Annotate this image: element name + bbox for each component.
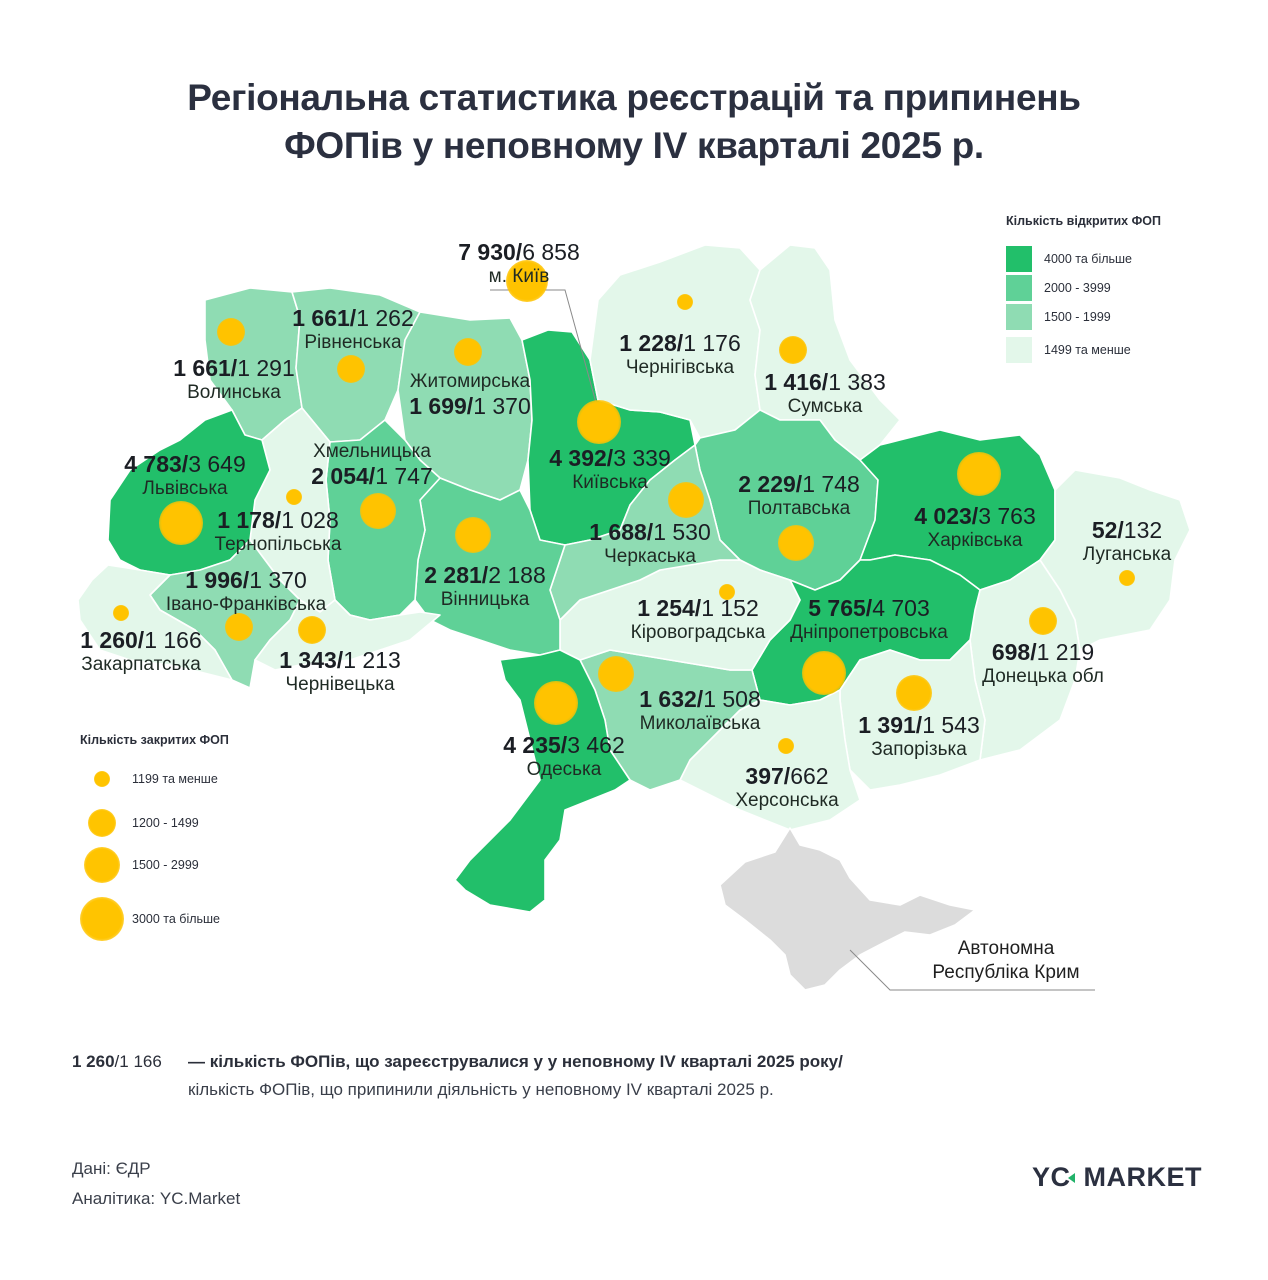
legend-swatch	[1006, 336, 1032, 363]
region-zakarpatska[interactable]	[77, 564, 233, 681]
label-zakarpatska: 1 260/1 166 Закарпатська	[80, 627, 202, 676]
label-rivnenska: 1 661/1 262 Рівненська	[292, 305, 414, 354]
bubble-donetska	[1029, 607, 1057, 635]
label-vinnytska: 2 281/2 188 Вінницька	[424, 562, 546, 611]
bubble-kyivska	[577, 400, 621, 444]
bubble-medium-icon	[88, 809, 116, 837]
label-kirovohradska: 1 254/1 152 Кіровоградська	[630, 595, 766, 644]
bubble-zakarpatska	[113, 605, 129, 621]
label-volynska: 1 661/1 291 Волинська	[173, 355, 295, 404]
legend-opened-title: Кількість відкритих ФОП	[1006, 214, 1161, 228]
legend-closed-item: 1500 - 2999	[80, 847, 199, 883]
legend-closed: Кількість закритих ФОП 1199 та менше 120…	[80, 733, 229, 941]
region-vinnytska[interactable]	[414, 477, 566, 656]
footnote-desc-line-1: — кількість ФОПів, що зареєструвалися у …	[188, 1052, 843, 1071]
legend-swatch	[1006, 274, 1032, 301]
label-luhanska: 52/132 Луганська	[1082, 517, 1172, 566]
legend-opened-item: 4000 та більше	[1006, 244, 1161, 273]
bubble-volynska	[217, 318, 245, 346]
bubble-kharkivska	[957, 452, 1001, 496]
title-line-2: ФОПів у неповному IV кварталі 2025 р.	[284, 125, 984, 166]
legend-closed-title: Кількість закритих ФОП	[80, 733, 229, 747]
page-title: Регіональна статистика реєстрацій та при…	[0, 74, 1268, 170]
label-odeska: 4 235/3 462 Одеська	[503, 732, 625, 781]
source-info: Дані: ЄДР Аналітика: YC.Market	[72, 1154, 240, 1214]
bubble-ivano-frankivska	[225, 613, 253, 641]
legend-swatch	[1006, 303, 1032, 330]
bubble-vinnytska	[455, 517, 491, 553]
bubble-ternopilska	[286, 489, 302, 505]
legend-closed-item: 1200 - 1499	[80, 809, 199, 837]
label-kyiv-city: 7 930/6 858 м. Київ	[458, 239, 580, 288]
bubble-odeska	[534, 681, 578, 725]
label-ternopilska: 1 178/1 028 Тернопільська	[214, 507, 342, 556]
bubble-lvivska	[159, 501, 203, 545]
label-zaporizka: 1 391/1 543 Запорізька	[858, 712, 980, 761]
legend-closed-item: 1199 та менше	[80, 771, 218, 787]
legend-closed-item: 3000 та більше	[80, 897, 220, 941]
legend-opened-item: 2000 - 3999	[1006, 273, 1161, 302]
bubble-mykolaivska	[598, 656, 634, 692]
crimea-leader-line	[849, 949, 1095, 991]
bubble-large-icon	[84, 847, 120, 883]
bubble-poltavska	[778, 525, 814, 561]
label-dnipropetrovska: 5 765/4 703 Дніпропетровська	[790, 595, 948, 644]
region-odeska[interactable]	[454, 649, 631, 913]
footnote-example: 1 260/1 166	[72, 1052, 162, 1071]
bubble-khersonska	[778, 738, 794, 754]
label-donetska: 698/1 219 Донецька обл	[982, 639, 1104, 688]
bubble-cherkaska	[668, 482, 704, 518]
label-poltavska: 2 229/1 748 Полтавська	[738, 471, 860, 520]
label-cherkaska: 1 688/1 530 Черкаська	[589, 519, 711, 568]
source-analytics: Аналітика: YC.Market	[72, 1189, 241, 1208]
bubble-rivnenska	[337, 355, 365, 383]
bubble-luhanska	[1119, 570, 1135, 586]
label-sumska: 1 416/1 383 Сумська	[764, 369, 886, 418]
bubble-chernivetska	[298, 616, 326, 644]
bubble-kirovohradska	[719, 584, 735, 600]
label-chernivetska: 1 343/1 213 Чернівецька	[279, 647, 401, 696]
legend-opened-item: 1500 - 1999	[1006, 302, 1161, 331]
label-zhytomyrska: Житомирська 1 699/1 370	[409, 371, 531, 419]
yc-market-logo: YC MARKET	[1032, 1162, 1203, 1192]
legend-opened-item: 1499 та менше	[1006, 335, 1161, 364]
bubble-kyiv-city	[506, 260, 548, 302]
title-line-1: Регіональна статистика реєстрацій та при…	[187, 77, 1081, 118]
region-chernivetska[interactable]	[254, 599, 441, 671]
bubble-zhytomyrska	[454, 338, 482, 366]
region-crimea	[719, 827, 976, 991]
logo-accent-icon	[1067, 1172, 1075, 1183]
label-khersonska: 397/662 Херсонська	[735, 763, 839, 812]
bubble-sumska	[779, 336, 807, 364]
bubble-chernihivska	[677, 294, 693, 310]
label-khmelnytska: Хмельницька 2 054/1 747	[311, 441, 433, 489]
bubble-small-icon	[94, 771, 110, 787]
label-kyivska: 4 392/3 339 Київська	[549, 445, 671, 494]
label-kharkivska: 4 023/3 763 Харківська	[914, 503, 1036, 552]
bubble-khmelnytska	[360, 493, 396, 529]
bubble-xlarge-icon	[80, 897, 124, 941]
footnote-desc-line-2: кількість ФОПів, що припинили діяльність…	[188, 1080, 774, 1099]
crimea-label: Автономна Республіка Крим	[932, 938, 1080, 983]
label-ivano-frankivska: 1 996/1 370 Івано-Франківська	[165, 567, 327, 616]
label-lvivska: 4 783/3 649 Львівська	[124, 451, 246, 500]
bubble-zaporizka	[896, 675, 932, 711]
label-chernihivska: 1 228/1 176 Чернігівська	[619, 330, 741, 379]
bubble-dnipropetrovska	[802, 651, 846, 695]
legend-opened: Кількість відкритих ФОП 4000 та більше 2…	[1006, 214, 1161, 364]
source-data: Дані: ЄДР	[72, 1159, 151, 1178]
legend-swatch	[1006, 245, 1032, 272]
label-mykolaivska: 1 632/1 508 Миколаївська	[639, 686, 761, 735]
